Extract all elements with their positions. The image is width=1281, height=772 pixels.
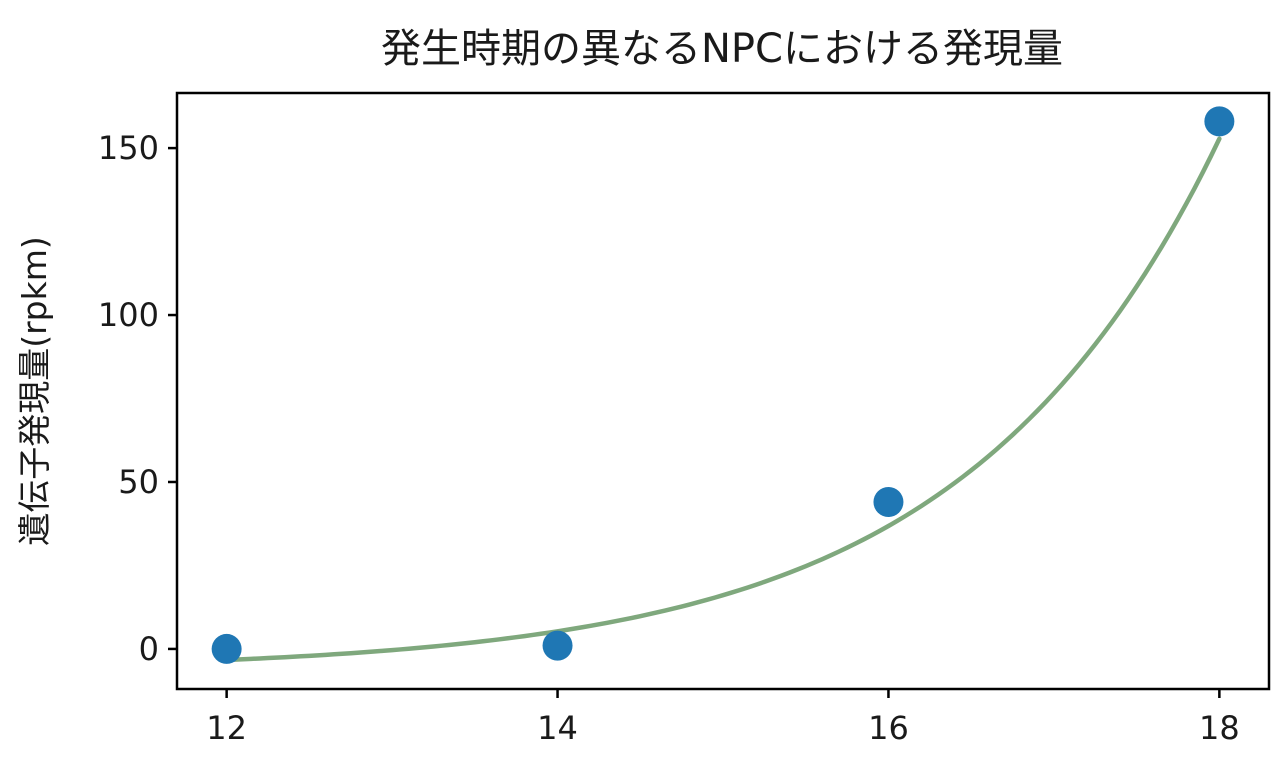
plot-area: 12 14 16 18 0 50 100 150 — [98, 91, 1271, 747]
y-tick-label: 0 — [139, 630, 159, 668]
data-point — [211, 633, 242, 664]
fit-curve — [224, 136, 1222, 663]
plot-frame — [175, 91, 1271, 691]
y-tick-label: 150 — [98, 129, 159, 167]
x-tick-label: 14 — [537, 709, 578, 747]
data-point — [873, 487, 904, 518]
x-tick-label: 16 — [868, 709, 909, 747]
chart-title: 発生時期の異なるNPCにおける発現量 — [381, 26, 1063, 72]
y-axis-label: 遺伝子発現量(rpkm) — [15, 236, 54, 546]
x-tick-label: 18 — [1199, 709, 1240, 747]
y-tick-label: 50 — [118, 463, 159, 501]
data-point — [542, 630, 573, 661]
y-tick-label: 100 — [98, 296, 159, 334]
x-tick-label: 12 — [206, 709, 247, 747]
data-point — [1204, 106, 1235, 137]
